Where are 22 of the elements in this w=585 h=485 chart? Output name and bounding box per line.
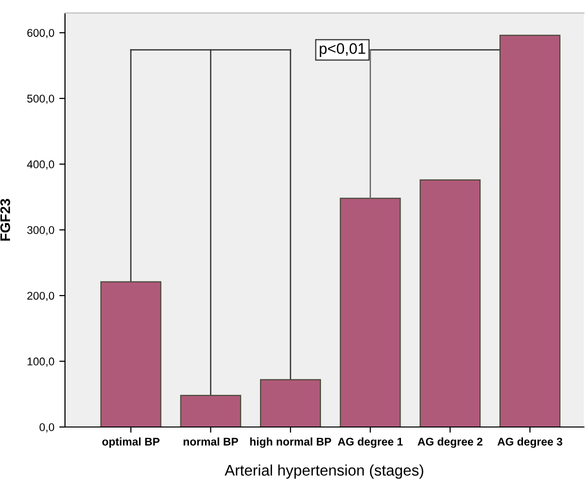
- x-tick-label: optimal BP: [102, 437, 160, 448]
- y-tick-label: 100,0: [28, 358, 54, 367]
- y-tick-label: 300,0: [27, 226, 54, 236]
- bar: [340, 198, 401, 427]
- bar: [499, 34, 560, 427]
- y-tick-label: 0,0: [40, 423, 54, 432]
- x-tick-label: AG degree 1: [338, 437, 403, 448]
- y-tick-label: 200,0: [27, 292, 54, 302]
- y-tick-label: 400,0: [27, 160, 54, 170]
- bar: [420, 179, 481, 427]
- bar: [100, 281, 162, 427]
- bar: [180, 394, 242, 427]
- x-tick-label: high normal BP: [250, 437, 332, 448]
- y-axis-title: FGF23: [0, 198, 10, 241]
- x-tick-label: AG degree 3: [498, 437, 562, 448]
- y-tick-label: 500,0: [27, 94, 54, 104]
- x-tick-label: normal BP: [184, 437, 238, 446]
- y-tick-label: 600,0: [27, 28, 54, 38]
- x-axis-title: Arterial hypertension (stages): [224, 464, 424, 479]
- annotation: p<0,01: [320, 43, 366, 57]
- x-tick-label: AG degree 2: [418, 437, 482, 448]
- bar: [260, 379, 321, 427]
